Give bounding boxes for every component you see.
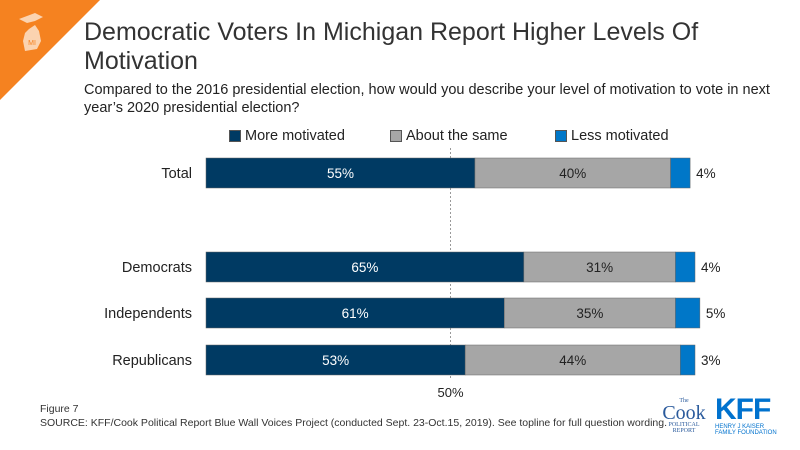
category-label: Democrats	[122, 260, 192, 276]
svg-text:MI: MI	[28, 40, 36, 47]
cook-logo: The Cook POLITICAL REPORT	[662, 398, 706, 434]
data-label: 65%	[351, 260, 378, 275]
reference-label: 50%	[437, 385, 463, 400]
bar-less	[670, 157, 691, 189]
legend-label: Less motivated	[571, 128, 669, 144]
data-label: 4%	[696, 166, 716, 181]
data-label: 40%	[559, 166, 586, 181]
legend-less: Less motivated	[555, 128, 669, 144]
data-label: 5%	[706, 306, 726, 321]
category-label: Independents	[104, 306, 192, 322]
category-label: Republicans	[112, 353, 192, 369]
bar-more	[205, 157, 476, 189]
data-label: 3%	[701, 353, 721, 368]
kff-logo: KFF HENRY J KAISER FAMILY FOUNDATION	[715, 393, 777, 437]
bar-less	[675, 297, 701, 329]
bar-less	[675, 251, 696, 283]
legend-label: About the same	[406, 128, 508, 144]
legend-swatch	[390, 130, 402, 142]
source-note: SOURCE: KFF/Cook Political Report Blue W…	[40, 417, 667, 429]
data-label: 61%	[342, 306, 369, 321]
page-title: Democratic Voters In Michigan Report Hig…	[84, 18, 699, 75]
bar-less	[680, 344, 696, 376]
legend-more: More motivated	[229, 128, 345, 144]
data-label: 35%	[576, 306, 603, 321]
bar-same	[523, 251, 676, 283]
legend-label: More motivated	[245, 128, 345, 144]
data-label: 31%	[586, 260, 613, 275]
data-label: 53%	[322, 353, 349, 368]
bar-more	[205, 251, 525, 283]
corner-banner	[0, 0, 100, 100]
page-subtitle: Compared to the 2016 presidential electi…	[84, 82, 770, 116]
bar-more	[205, 297, 505, 329]
data-label: 55%	[327, 166, 354, 181]
data-label: 44%	[559, 353, 586, 368]
bar-same	[464, 344, 681, 376]
bar-more	[205, 344, 466, 376]
legend-swatch	[555, 130, 567, 142]
legend-swatch	[229, 130, 241, 142]
legend-same: About the same	[390, 128, 508, 144]
data-label: 4%	[701, 260, 721, 275]
category-label: Total	[161, 166, 192, 182]
bar-same	[504, 297, 676, 329]
michigan-icon: MI	[19, 13, 43, 51]
figure-number: Figure 7	[40, 403, 79, 415]
